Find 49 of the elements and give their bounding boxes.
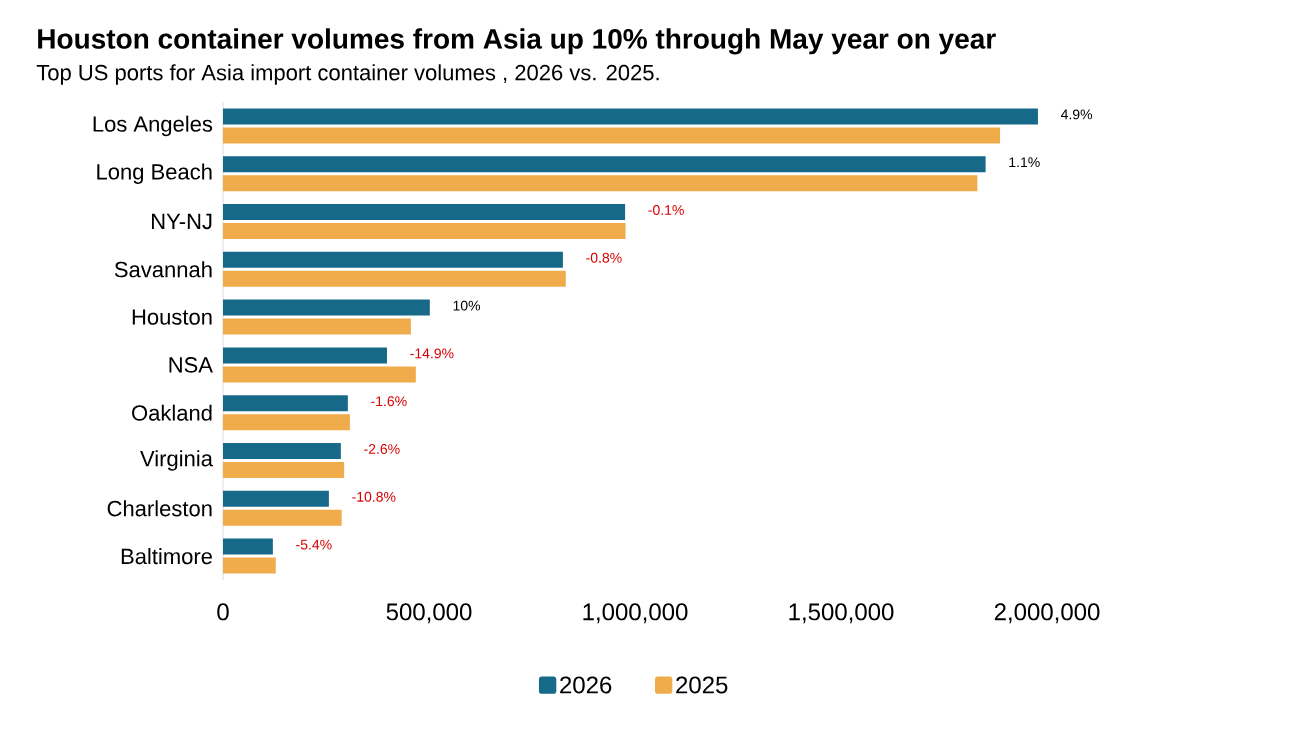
annotation: -14.9% [410, 348, 454, 359]
y-tick-label: Savannah [114, 261, 212, 278]
x-tick-label: 0 [217, 603, 229, 621]
chart-title: Houston container volumes from Asia up 10% through May year on year [38, 28, 996, 55]
y-tick-label: NSA [169, 357, 213, 373]
bar [223, 299, 430, 316]
bar [223, 395, 348, 412]
y-tick-label: Oakland [132, 404, 212, 421]
y-tick-label: Long Beach [97, 163, 212, 184]
legend-label: 2025 [676, 676, 728, 694]
chart-subtitle: Top US ports for Asia import container volumes , 2026 vs. 2025. [36, 64, 659, 85]
bar [223, 270, 566, 287]
x-tick-label: 1,000,000 [583, 603, 688, 624]
bar [223, 108, 1038, 125]
annotation: -0.1% [648, 205, 684, 215]
bar [223, 127, 1001, 144]
annotation: -5.4% [296, 539, 332, 550]
bar [223, 414, 350, 431]
x-tick-label: 2,000,000 [994, 603, 1100, 624]
y-tick-label: Virginia [140, 450, 213, 471]
annotation: -10.8% [352, 491, 396, 502]
y-tick-label: Houston [132, 309, 212, 325]
bar [223, 222, 626, 239]
bar [223, 538, 273, 555]
y-tick-label: Baltimore [121, 548, 212, 565]
bar [223, 443, 341, 460]
bar [223, 204, 626, 221]
annotation: -0.8% [586, 252, 622, 263]
bar [223, 156, 986, 173]
x-tick-label: 500,000 [386, 603, 472, 624]
legend-label: 2026 [560, 676, 612, 694]
y-tick-label: Charleston [107, 500, 212, 517]
annotation: 1.1% [1009, 157, 1040, 168]
bar [223, 557, 276, 574]
annotation: 4.9% [1060, 109, 1093, 120]
bar [223, 347, 387, 364]
x-tick-label: 1,500,000 [789, 603, 894, 624]
y-tick-label: Los Angeles [93, 115, 213, 137]
bar [223, 462, 345, 478]
bar [223, 318, 411, 335]
y-tick-label: NY-NJ [152, 213, 212, 230]
bar [223, 490, 329, 507]
bar [223, 366, 416, 383]
annotation: 10% [453, 300, 481, 311]
bar [223, 175, 978, 192]
annotation: -2.6% [364, 444, 400, 454]
bar [223, 509, 342, 526]
bar [223, 251, 563, 268]
annotation: -1.6% [371, 396, 407, 407]
